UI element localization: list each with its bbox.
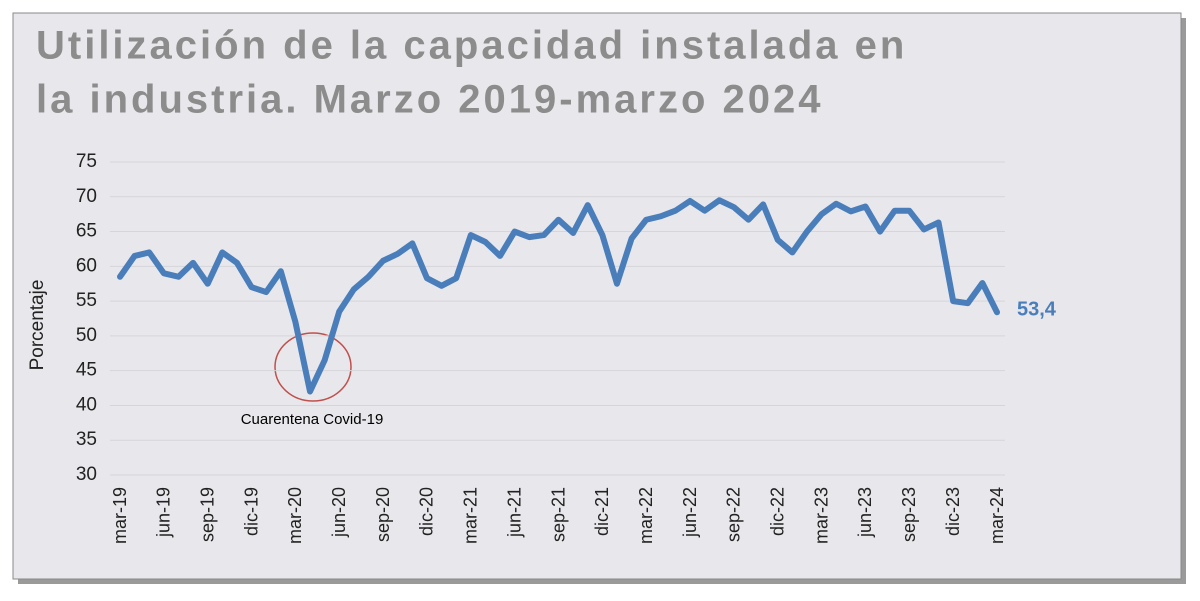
y-tick-label: 30 — [76, 464, 97, 485]
y-tick-label: 35 — [76, 429, 97, 450]
y-tick-label: 60 — [76, 255, 97, 276]
x-tick-label: mar-21 — [461, 487, 481, 544]
y-tick-label: 65 — [76, 221, 97, 242]
x-tick-label: sep-20 — [373, 487, 393, 542]
x-tick-label: dic-20 — [417, 487, 437, 536]
data-line — [117, 197, 1000, 395]
x-tick-label: mar-24 — [987, 487, 1007, 544]
chart-title: la industria. Marzo 2019-marzo 2024 — [36, 78, 824, 122]
y-tick-label: 55 — [76, 290, 97, 311]
y-tick-label: 50 — [76, 325, 97, 346]
y-axis-label: Porcentaje — [27, 280, 48, 371]
value-label: 53,4 — [1017, 299, 1057, 321]
x-tick-label: sep-22 — [724, 487, 744, 542]
x-tick-label: jun-21 — [504, 487, 524, 538]
annotation-circle — [274, 332, 352, 402]
y-tick-label: 40 — [76, 394, 97, 415]
y-tick-label: 75 — [76, 151, 97, 172]
y-tick-label: 45 — [76, 360, 97, 381]
x-tick-label: sep-21 — [548, 487, 568, 542]
x-tick-label: jun-22 — [680, 487, 700, 538]
chart-title: Utilización de la capacidad instalada en — [36, 24, 907, 68]
x-tick-label: sep-19 — [197, 487, 217, 542]
x-tick-label: dic-22 — [768, 487, 788, 536]
x-tick-label: dic-19 — [241, 487, 261, 536]
y-tick-label: 70 — [76, 186, 97, 207]
x-tick-label: mar-23 — [811, 487, 831, 544]
x-tick-label: jun-19 — [154, 487, 174, 538]
x-tick-label: dic-21 — [592, 487, 612, 536]
x-tick-label: mar-19 — [110, 487, 130, 544]
x-tick-label: dic-23 — [943, 487, 963, 536]
x-tick-label: sep-23 — [899, 487, 919, 542]
x-tick-label: mar-20 — [285, 487, 305, 544]
x-tick-label: jun-20 — [329, 487, 349, 538]
x-tick-label: jun-23 — [855, 487, 875, 538]
annotation: Cuarentena Covid-19 — [241, 411, 384, 428]
x-tick-label: mar-22 — [636, 487, 656, 544]
